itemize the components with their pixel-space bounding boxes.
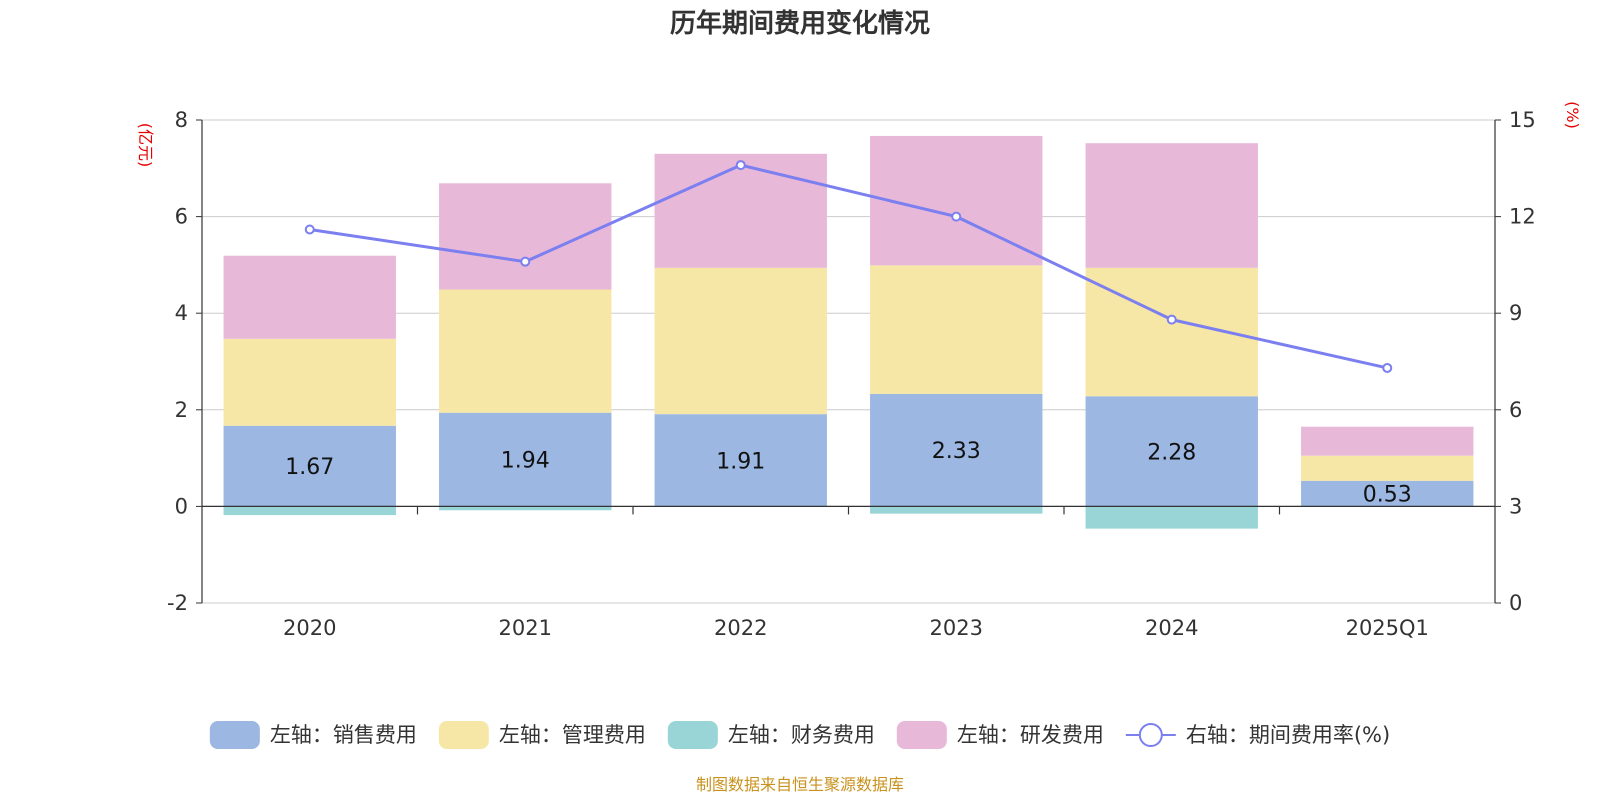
bar (654, 153, 827, 268)
rate-line (309, 163, 1388, 370)
bar (223, 425, 396, 507)
left-axis-tick-label: -2 (167, 591, 188, 615)
bar-value-label: 2.33 (932, 439, 981, 464)
legend: 左轴：销售费用 左轴：管理费用 左轴：财务费用 左轴：研发费用 右轴：期间费用率(%) (209, 721, 1390, 749)
x-axis-tick-label: 2023 (930, 616, 983, 640)
right-axis-tick-label: 12 (1509, 205, 1536, 229)
rate-point (304, 224, 315, 235)
rate-point (951, 211, 962, 222)
bar-value-label: 1.67 (285, 455, 334, 480)
x-axis-tick-label: 2025Q1 (1346, 616, 1429, 640)
x-axis-tick-label: 2022 (714, 616, 767, 640)
bar (223, 255, 396, 339)
x-axis-tick-label: 2021 (499, 616, 552, 640)
bar (439, 412, 612, 507)
legend-label: 左轴：财务费用 (728, 723, 875, 747)
rate-point (1166, 314, 1177, 325)
bar (654, 414, 827, 507)
bar (870, 506, 1043, 514)
bar-value-label: 1.91 (716, 449, 765, 474)
bar (870, 265, 1043, 394)
bar (223, 338, 396, 426)
bar (1085, 506, 1258, 529)
right-axis-tick-label: 15 (1509, 108, 1536, 132)
chart-title: 历年期间费用变化情况 (670, 8, 930, 39)
bar (870, 393, 1043, 507)
bar-value-label: 0.53 (1363, 483, 1412, 508)
bar (439, 183, 612, 290)
left-axis-unit: (亿元) (136, 123, 155, 168)
right-axis-tick-label: 3 (1509, 494, 1522, 518)
left-axis-tick-label: 2 (175, 398, 188, 422)
bar (1085, 396, 1258, 507)
axes-group: -2 0 2 4 6 8 0 3 6 9 12 15 2020 2021 2022 2023 2024 2025Q… (167, 108, 1536, 640)
legend-swatch (667, 721, 718, 749)
legend-label: 左轴：销售费用 (270, 723, 417, 747)
left-axis-tick-label: 6 (175, 205, 188, 229)
left-axis-tick-label: 8 (175, 108, 188, 132)
right-axis-tick-label: 9 (1509, 301, 1522, 325)
legend-swatch (896, 721, 947, 749)
bars-group (223, 135, 1474, 529)
bar (1301, 455, 1474, 481)
left-axis-tick-label: 0 (175, 494, 188, 518)
legend-marker (1138, 723, 1163, 747)
right-axis-unit: (%) (1563, 101, 1582, 129)
bar-labels-group: 1.67 1.94 1.91 2.33 2.28 0.53 (285, 439, 1411, 507)
legend-label: 左轴：管理费用 (499, 723, 646, 747)
rate-point (520, 256, 531, 267)
bar (1301, 426, 1474, 456)
rate-point (1382, 362, 1393, 373)
bar-value-label: 2.28 (1147, 440, 1196, 465)
left-axis-tick-label: 4 (175, 301, 188, 325)
legend-label: 右轴：期间费用率(%) (1186, 723, 1390, 747)
legend-swatch (438, 721, 489, 749)
rate-point (735, 160, 746, 171)
right-axis-tick-label: 0 (1509, 591, 1522, 615)
x-axis-tick-label: 2020 (283, 616, 336, 640)
rate-line-group (304, 160, 1393, 373)
right-axis-tick-label: 6 (1509, 398, 1522, 422)
data-source: 制图数据来自恒生聚源数据库 (696, 775, 904, 794)
legend-label: 左轴：研发费用 (957, 723, 1104, 747)
bar (1085, 143, 1258, 268)
bar (223, 506, 396, 516)
bar (439, 289, 612, 413)
bar (654, 267, 827, 415)
x-axis-tick-label: 2024 (1145, 616, 1198, 640)
bar-value-label: 1.94 (501, 449, 550, 474)
bar (439, 506, 612, 511)
legend-swatch (209, 721, 260, 749)
bar (1301, 480, 1474, 507)
